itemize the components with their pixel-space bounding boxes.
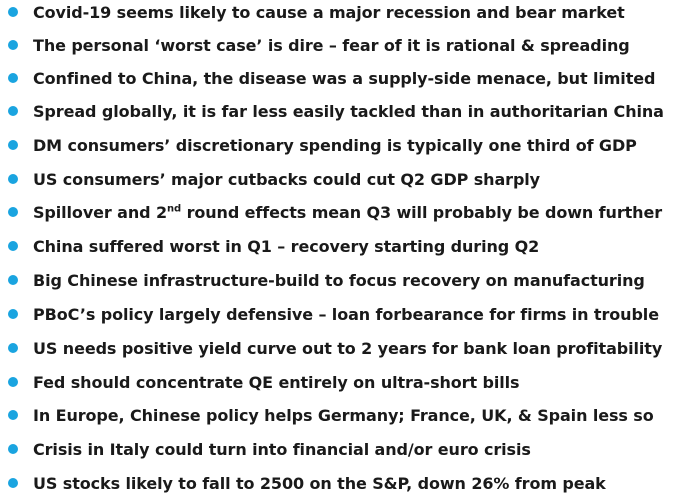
bullet-text: Confined to China, the disease was a sup… <box>33 68 656 88</box>
bullet-dot-icon <box>8 478 18 488</box>
bullet-dot-icon <box>8 410 18 420</box>
bullet-item: Spread globally, it is far less easily t… <box>0 97 679 125</box>
bullet-dot-icon <box>8 73 18 83</box>
bullet-text: US stocks likely to fall to 2500 on the … <box>33 473 606 493</box>
bullet-dot-icon <box>8 140 18 150</box>
bullet-dot-icon <box>8 343 18 353</box>
bullet-text: Spread globally, it is far less easily t… <box>33 101 664 121</box>
bullet-item: US needs positive yield curve out to 2 y… <box>0 334 679 362</box>
bullet-item: DM consumers’ discretionary spending is … <box>0 131 679 159</box>
bullet-item: Big Chinese infrastructure-build to focu… <box>0 266 679 294</box>
bullet-item: The personal ‘worst case’ is dire – fear… <box>0 31 679 59</box>
bullet-item: Fed should concentrate QE entirely on ul… <box>0 368 679 396</box>
bullet-text: In Europe, Chinese policy helps Germany;… <box>33 405 654 425</box>
bullet-item: Covid-19 seems likely to cause a major r… <box>0 0 679 26</box>
bullet-text: Crisis in Italy could turn into financia… <box>33 439 531 459</box>
bullet-item: Crisis in Italy could turn into financia… <box>0 435 679 463</box>
bullet-dot-icon <box>8 40 18 50</box>
bullet-text-part: Spillover and 2 <box>33 202 168 222</box>
bullet-dot-icon <box>8 241 18 251</box>
bullet-text: Spillover and 2nd round effects mean Q3 … <box>33 203 662 222</box>
ordinal-superscript: nd <box>167 203 182 215</box>
bullet-dot-icon <box>8 7 18 17</box>
bullet-text: DM consumers’ discretionary spending is … <box>33 135 637 155</box>
bullet-dot-icon <box>8 106 18 116</box>
bullet-text: The personal ‘worst case’ is dire – fear… <box>33 35 630 55</box>
bullet-item: US consumers’ major cutbacks could cut Q… <box>0 165 679 193</box>
bullet-text: China suffered worst in Q1 – recovery st… <box>33 236 540 256</box>
bullet-text: Covid-19 seems likely to cause a major r… <box>33 2 625 22</box>
bullet-item: US stocks likely to fall to 2500 on the … <box>0 469 679 497</box>
bullet-text: PBoC’s policy largely defensive – loan f… <box>33 304 659 324</box>
bullet-item: China suffered worst in Q1 – recovery st… <box>0 232 679 260</box>
bullet-item: Spillover and 2nd round effects mean Q3 … <box>0 198 679 226</box>
bullet-dot-icon <box>8 174 18 184</box>
bullet-dot-icon <box>8 444 18 454</box>
bullet-dot-icon <box>8 309 18 319</box>
bullet-text: US needs positive yield curve out to 2 y… <box>33 338 663 358</box>
bullet-item: In Europe, Chinese policy helps Germany;… <box>0 401 679 429</box>
bullet-dot-icon <box>8 275 18 285</box>
bullet-text: Fed should concentrate QE entirely on ul… <box>33 372 520 392</box>
bullet-text-part: round effects mean Q3 will probably be d… <box>181 202 663 222</box>
bullet-dot-icon <box>8 207 18 217</box>
bullet-item: PBoC’s policy largely defensive – loan f… <box>0 300 679 328</box>
bullet-text: US consumers’ major cutbacks could cut Q… <box>33 169 541 189</box>
bullet-text: Big Chinese infrastructure-build to focu… <box>33 270 645 290</box>
bullet-item: Confined to China, the disease was a sup… <box>0 64 679 92</box>
bullet-dot-icon <box>8 377 18 387</box>
